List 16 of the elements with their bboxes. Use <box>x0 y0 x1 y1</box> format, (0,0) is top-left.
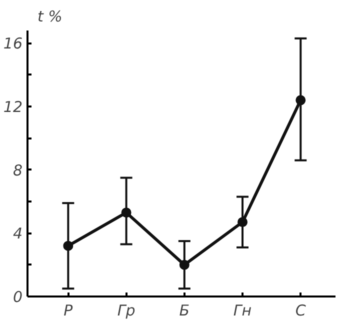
y-axis-title: t % <box>38 8 62 26</box>
point <box>121 208 132 218</box>
x-tick-label: Гн <box>233 302 252 320</box>
x-tick-label: Б <box>179 302 190 320</box>
point <box>238 217 248 228</box>
x-tick-label: Гр <box>117 302 136 320</box>
y-tick-label: 16 <box>3 34 23 53</box>
point <box>179 260 190 270</box>
y-tick-label: 0 <box>12 288 23 306</box>
y-tick-label: 12 <box>3 98 23 116</box>
x-tick-label: С <box>295 302 306 320</box>
y-tick-label: 4 <box>12 224 23 243</box>
point <box>296 95 306 106</box>
y-tick-label: 8 <box>12 161 23 180</box>
point <box>63 240 74 251</box>
x-tick-label: Р <box>64 302 74 320</box>
